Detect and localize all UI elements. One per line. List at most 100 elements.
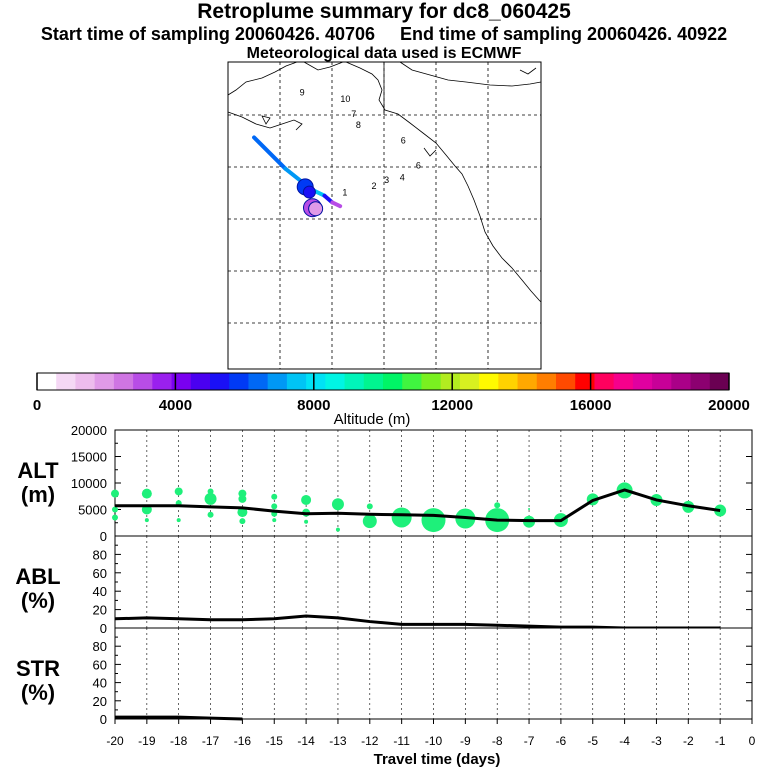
altitude-bubble [112, 506, 118, 513]
y-tick-label: 10000 [71, 476, 107, 491]
panel-alt: 0 5000 10000 15000 20000 ALT(m) [17, 423, 753, 544]
colorbar-cell [498, 373, 519, 390]
colorbar-cell [286, 373, 307, 390]
altitude-bubble [366, 503, 373, 510]
colorbar-cell [709, 373, 730, 390]
day-label: 7 [351, 109, 356, 119]
plot-title: Retroplume summary for dc8_060425 [197, 0, 571, 23]
colorbar-cell [75, 373, 96, 390]
y-tick-label: 40 [93, 584, 107, 599]
altitude-bubble [271, 503, 278, 510]
altitude-bubble [176, 518, 181, 523]
plume-track [252, 135, 343, 218]
colorbar-tick-label: 8000 [297, 397, 330, 414]
colorbar-cell [536, 373, 557, 390]
altitude-bubble [111, 489, 119, 498]
colorbar-cell [421, 373, 442, 390]
colorbar-tick-label: 16000 [570, 397, 612, 414]
x-tick-label: -20 [106, 734, 124, 748]
colorbar-cell [248, 373, 269, 390]
x-tick-label: -7 [524, 734, 535, 748]
colorbar-cell [671, 373, 692, 390]
altitude-bubble [239, 518, 246, 525]
colorbar-cell [133, 373, 153, 390]
altitude-bubble [301, 494, 312, 505]
x-axis: -20 -19 -18 -17 -16 -15 -14 -13 -12 -11 -10 -9 -8 -7-… [106, 719, 756, 748]
colorbar-cell [690, 373, 711, 390]
x-tick-label: -17 [202, 734, 220, 748]
y-tick-label: 60 [93, 657, 107, 672]
plume-segment [330, 200, 343, 209]
day-label: 8 [356, 120, 361, 130]
y-tick-label: 40 [93, 676, 107, 691]
colorbar-tick-label: 0 [33, 397, 41, 414]
y-tick-label: 60 [93, 566, 107, 581]
colorbar-cell [556, 373, 576, 390]
map-gridlines [228, 62, 541, 369]
panel-label: ABL [15, 564, 60, 589]
colorbar-cell [229, 373, 249, 390]
colorbar-tick-label: 20000 [708, 397, 750, 414]
x-tick-label: -6 [556, 734, 567, 748]
panel-label: ALT [17, 458, 59, 483]
end-time-label: End time of sampling 20060426. 40922 [400, 24, 728, 44]
colorbar-ticks: 0 4000 8000 12000 16000 20000 [33, 373, 750, 414]
colorbar-cell [344, 373, 365, 390]
altitude-bubble [271, 493, 278, 500]
colorbar-tick-label: 12000 [431, 397, 473, 414]
altitude-bubble [421, 508, 446, 533]
colorbar-cell [363, 373, 384, 390]
colorbar-cell [190, 373, 211, 390]
altitude-bubble [238, 494, 247, 503]
colorbar: 0 4000 8000 12000 16000 20000 Altitude (m) [33, 372, 750, 428]
x-tick-label: 0 [749, 734, 756, 748]
x-tick-label: -18 [170, 734, 188, 748]
colorbar-cell [171, 373, 192, 390]
altitude-bubble [335, 527, 340, 532]
x-tick-label: -9 [460, 734, 471, 748]
colorbar-label: Altitude (m) [334, 411, 411, 428]
plume-blob [308, 201, 324, 217]
colorbar-cell [325, 373, 346, 390]
altitude-bubble [494, 502, 501, 509]
y-tick-label: 20 [93, 603, 107, 618]
altitude-bubble [272, 518, 277, 523]
time-series-panels: 0 5000 10000 15000 20000 ALT(m) 0 20 40 60 80 ABL(%… [15, 423, 753, 727]
y-tick-label: 80 [93, 547, 107, 562]
altitude-bubble [362, 514, 377, 529]
day-label: 9 [300, 87, 305, 97]
colorbar-cell [440, 373, 461, 390]
met-data-label: Meteorological data used is ECMWF [246, 45, 522, 62]
y-tick-label: 80 [93, 639, 107, 654]
x-tick-label: -2 [683, 734, 694, 748]
panel-units: (m) [21, 482, 55, 507]
day-label: 3 [384, 175, 389, 185]
plume-blob [302, 185, 316, 199]
y-tick-label: 15000 [71, 450, 107, 465]
colorbar-cell [37, 373, 57, 390]
map-frame [227, 61, 542, 370]
y-tick-label: 20000 [71, 423, 107, 438]
colorbar-tick-label: 4000 [159, 397, 192, 414]
y-tick-label: 20 [93, 694, 107, 709]
x-tick-label: -1 [715, 734, 726, 748]
panel-label: STR [16, 656, 60, 681]
x-tick-label: -14 [297, 734, 315, 748]
panel-units: (%) [21, 588, 55, 613]
x-tick-label: -4 [619, 734, 630, 748]
x-tick-label: -19 [138, 734, 156, 748]
day-label: 2 [372, 181, 377, 191]
y-tick-label: 5000 [78, 503, 107, 518]
y-tick-label: 0 [100, 529, 107, 544]
y-tick-label: 0 [100, 621, 107, 636]
colorbar-cell [613, 373, 634, 390]
colorbar-cell [113, 373, 134, 390]
colorbar-cell [94, 373, 115, 390]
x-tick-label: -11 [393, 734, 410, 748]
colorbar-cell [210, 373, 230, 390]
day-label: 4 [400, 173, 405, 183]
colorbar-cell [402, 373, 422, 390]
altitude-bubble [207, 488, 214, 495]
y-tick-label: 0 [100, 712, 107, 727]
